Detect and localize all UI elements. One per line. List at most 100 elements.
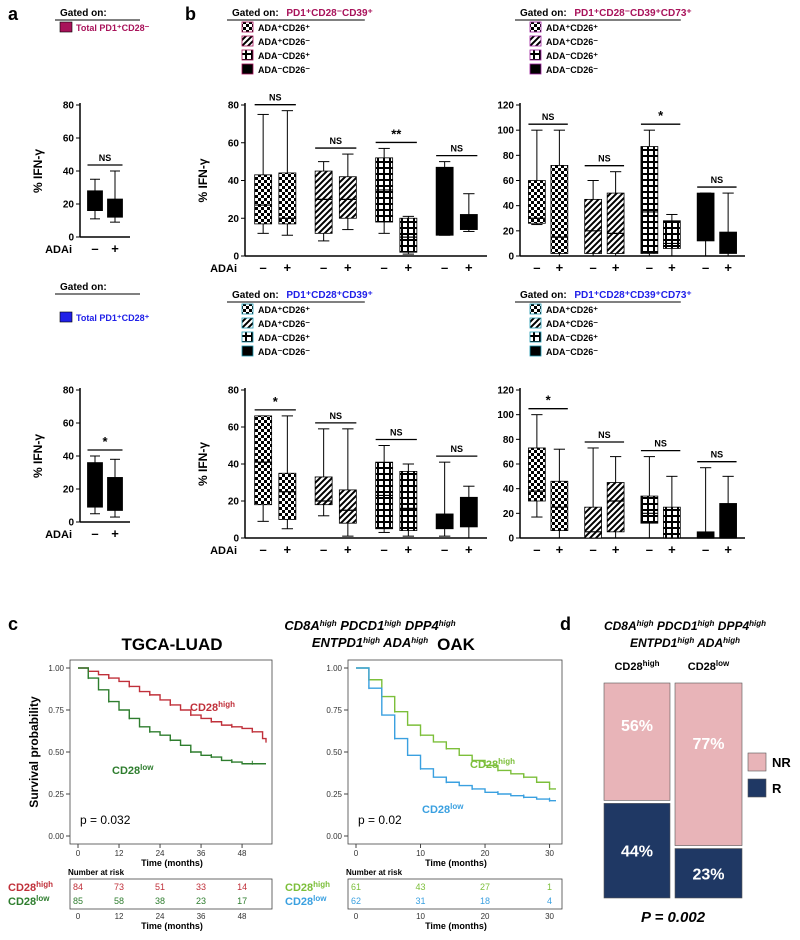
y-tick-label: 60 (503, 176, 515, 187)
legend-entry: ADA⁻CD26⁻ (258, 347, 310, 357)
box-b4-g4-minus (696, 467, 715, 539)
adai-sign: – (260, 260, 267, 275)
box-b4-g3-plus (663, 475, 681, 539)
box-body (459, 214, 478, 230)
y-tick-label: 1.00 (48, 664, 64, 673)
box-body (399, 217, 418, 253)
significance-label: NS (711, 450, 724, 460)
adai-label: ADAi (210, 263, 237, 275)
gated-prefix: Gated on: (232, 290, 279, 301)
x-tick-label: 0 (354, 849, 359, 858)
cd28-text: CD28 (8, 882, 36, 894)
significance-label: * (658, 108, 664, 123)
adai-sign: + (668, 542, 676, 557)
gene-level: high (384, 619, 401, 628)
y-tick-label: 40 (228, 460, 240, 471)
cd28-text: CD28 (8, 896, 36, 908)
risk-x-tick-label: 20 (481, 912, 490, 921)
gene-name: DPP4 (714, 619, 749, 633)
y-tick-label: 80 (63, 386, 75, 397)
risk-x-tick-label: 0 (76, 912, 81, 921)
panel-label-a: a (8, 4, 19, 24)
mosaic-cell-r (603, 803, 671, 899)
legend-entry: ADA⁺CD26⁻ (258, 319, 310, 329)
box-plots-layer: Gated on: Total PD1⁺CD28⁻ 0 20 40 60 80 % IFN-… (31, 8, 745, 557)
box-body (696, 531, 715, 539)
box-b3-g2-plus (338, 428, 357, 537)
risk-x-tick-label: 12 (115, 912, 124, 921)
box-b1-g2-plus (338, 153, 357, 231)
y-tick-label: 100 (497, 126, 514, 137)
adai-sign: – (646, 542, 653, 557)
y-tick-label: 60 (228, 423, 240, 434)
curve-label-high: CD28high (470, 757, 515, 772)
box-b3-g3-plus (399, 463, 418, 537)
y-tick-label: 0.50 (48, 748, 64, 757)
risk-count-low: 38 (155, 896, 165, 906)
risk-table-title: Number at risk (346, 868, 403, 877)
adai-sign: + (724, 542, 732, 557)
x-tick-label: 36 (197, 849, 206, 858)
km-curve-CD28low (78, 667, 266, 765)
risk-count-high: 61 (351, 882, 361, 892)
y-axis-label: % IFN-γ (31, 149, 45, 193)
mosaic-label-r: 23% (692, 866, 724, 883)
gated-prefix: Gated on: (60, 8, 107, 19)
gene-name: PDCD1 (337, 618, 385, 633)
y-tick-label: 20 (228, 214, 240, 225)
adai-sign: + (556, 542, 564, 557)
boxplot-a_bot: Gated on: Total PD1⁺CD28⁺ 0 20 40 60 80 % IFN-… (31, 282, 150, 541)
cd28-level: low (140, 763, 154, 772)
legend-swatch (529, 63, 542, 75)
cd28-level: low (36, 894, 50, 903)
km-title: OAK (437, 635, 476, 654)
adai-sign: – (441, 542, 448, 557)
panel-label-b: b (185, 4, 196, 24)
y-tick-label: 20 (63, 200, 75, 211)
box-body (314, 476, 333, 506)
box-b2-g3-minus (640, 129, 659, 257)
box-b1-g4-minus (435, 161, 454, 236)
adai-sign: + (111, 241, 119, 256)
y-tick-label: 40 (63, 452, 75, 463)
legend-entry: ADA⁺CD26⁺ (546, 23, 598, 33)
risk-x-axis-label: Time (months) (425, 921, 487, 931)
legend-swatch (241, 331, 254, 343)
legend-swatch (529, 21, 542, 33)
mosaic-cell-nr (674, 682, 743, 846)
adai-sign: + (405, 542, 413, 557)
risk-table-frame (347, 878, 563, 910)
boxplot-b4: Gated on: PD1⁺CD28⁺CD39⁺CD73⁺ ADA⁺CD26⁺ AD… (497, 290, 745, 557)
adai-sign: – (441, 260, 448, 275)
risk-label-low: CD28low (285, 894, 327, 909)
gene-level: high (439, 619, 456, 628)
cd28-text: CD28 (422, 804, 450, 816)
legend-swatch (59, 311, 73, 323)
risk-x-tick-label: 48 (238, 912, 247, 921)
box-b2-g4-plus (719, 192, 737, 257)
adai-sign: – (260, 542, 267, 557)
y-tick-label: 20 (63, 485, 75, 496)
adai-sign: – (590, 260, 597, 275)
legend-swatch (529, 303, 542, 315)
x-tick-label: 20 (481, 849, 490, 858)
box-body (663, 506, 681, 539)
y-tick-label: 20 (228, 497, 240, 508)
gene-level: high (723, 636, 740, 645)
adai-sign: – (702, 542, 709, 557)
legend-swatch (529, 35, 542, 47)
legend-entry: ADA⁺CD26⁻ (258, 37, 310, 47)
legend-entry: ADA⁻CD26⁺ (546, 333, 598, 343)
adai-sign: – (590, 542, 597, 557)
adai-sign: + (724, 260, 732, 275)
y-tick-label: 0 (508, 252, 514, 263)
risk-x-axis-label: Time (months) (141, 921, 203, 931)
km-gene-signature-line2: ENTPD1high ADAhigh (312, 635, 428, 650)
y-tick-label: 60 (63, 419, 75, 430)
significance-label: NS (99, 153, 112, 163)
legend-swatch (241, 49, 254, 61)
y-tick-label: 80 (228, 386, 240, 397)
cd28-level: low (313, 894, 327, 903)
risk-table-title: Number at risk (68, 868, 125, 877)
y-tick-label: 0.25 (326, 790, 342, 799)
